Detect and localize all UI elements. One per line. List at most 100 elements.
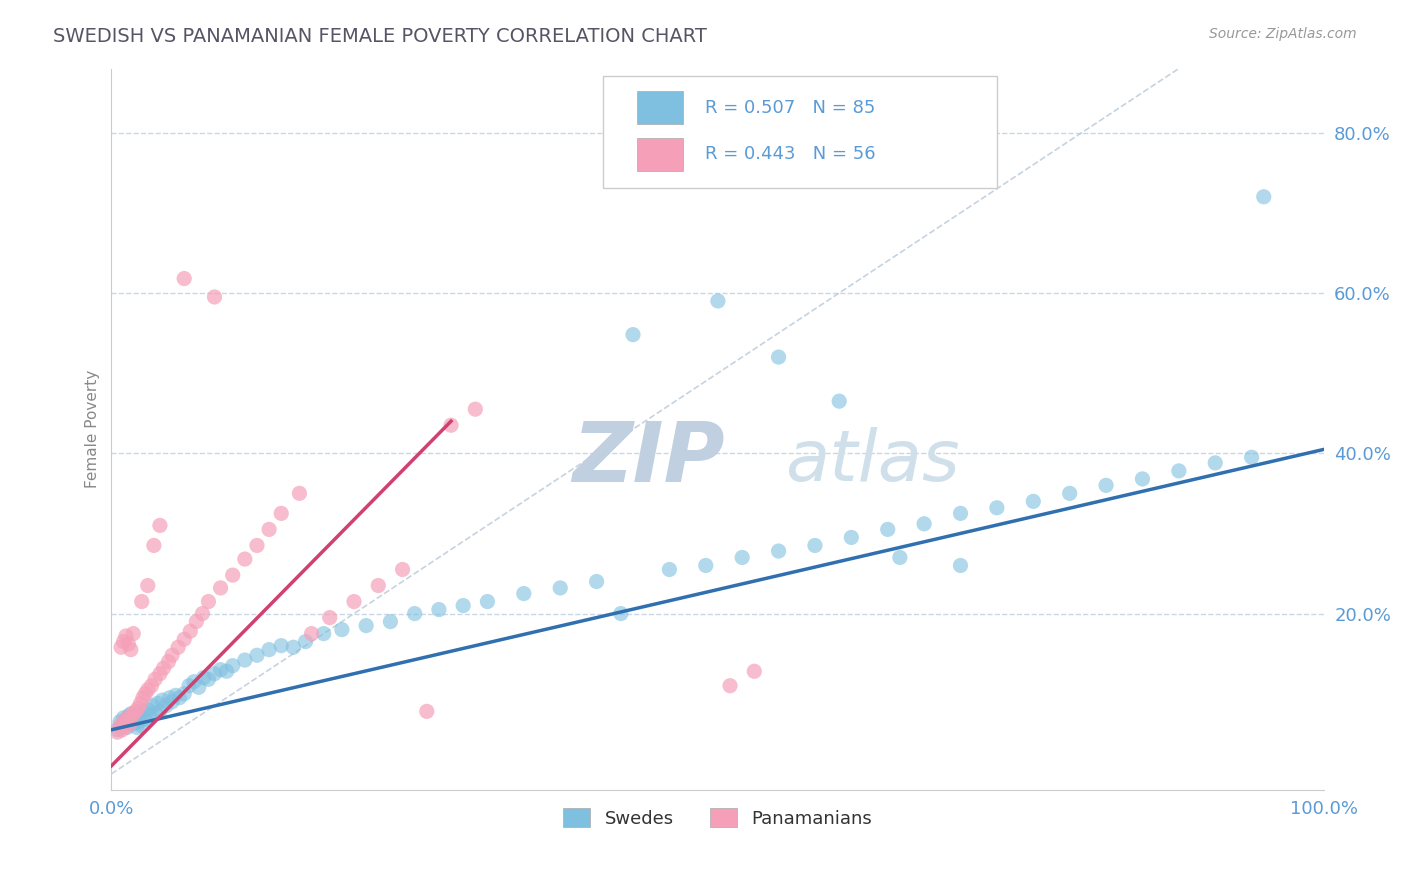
- Point: [159, 690, 181, 705]
- Point: [768, 350, 790, 364]
- Point: [124, 716, 146, 731]
- Point: [1204, 456, 1226, 470]
- Point: [742, 665, 765, 679]
- Point: [270, 507, 292, 521]
- Point: [354, 618, 377, 632]
- Point: [768, 544, 790, 558]
- Point: [828, 394, 851, 409]
- Point: [416, 704, 439, 718]
- Point: [112, 714, 135, 729]
- Point: [152, 661, 174, 675]
- Point: [621, 327, 644, 342]
- Point: [141, 679, 163, 693]
- Point: [197, 594, 219, 608]
- Point: [118, 717, 141, 731]
- Point: [110, 640, 132, 655]
- Text: R = 0.443   N = 56: R = 0.443 N = 56: [704, 145, 875, 163]
- Point: [134, 687, 156, 701]
- Point: [115, 712, 138, 726]
- FancyBboxPatch shape: [637, 91, 683, 124]
- Point: [136, 703, 159, 717]
- Point: [111, 723, 134, 737]
- Point: [107, 725, 129, 739]
- Point: [233, 653, 256, 667]
- Point: [124, 704, 146, 718]
- Point: [149, 518, 172, 533]
- Point: [108, 714, 131, 729]
- Point: [183, 674, 205, 689]
- FancyBboxPatch shape: [603, 76, 997, 187]
- Point: [149, 666, 172, 681]
- Point: [731, 550, 754, 565]
- Point: [114, 719, 136, 733]
- Point: [257, 523, 280, 537]
- Point: [112, 634, 135, 648]
- Point: [117, 637, 139, 651]
- Point: [132, 690, 155, 705]
- Point: [107, 723, 129, 737]
- Point: [343, 594, 366, 608]
- Point: [233, 552, 256, 566]
- Point: [477, 594, 499, 608]
- Text: SWEDISH VS PANAMANIAN FEMALE POVERTY CORRELATION CHART: SWEDISH VS PANAMANIAN FEMALE POVERTY COR…: [53, 27, 707, 45]
- Point: [912, 516, 935, 531]
- Point: [312, 626, 335, 640]
- Point: [136, 682, 159, 697]
- Point: [301, 626, 323, 640]
- Point: [115, 720, 138, 734]
- Point: [1132, 472, 1154, 486]
- Point: [146, 697, 169, 711]
- Point: [330, 623, 353, 637]
- Point: [209, 581, 232, 595]
- Point: [115, 629, 138, 643]
- Point: [695, 558, 717, 573]
- Point: [610, 607, 633, 621]
- Point: [173, 271, 195, 285]
- Point: [949, 558, 972, 573]
- Point: [120, 642, 142, 657]
- Point: [112, 711, 135, 725]
- Point: [120, 712, 142, 726]
- Point: [160, 648, 183, 663]
- Point: [118, 717, 141, 731]
- Point: [173, 632, 195, 647]
- Y-axis label: Female Poverty: Female Poverty: [86, 370, 100, 488]
- Point: [186, 615, 208, 629]
- Point: [391, 562, 413, 576]
- Point: [294, 634, 316, 648]
- Point: [125, 720, 148, 734]
- Point: [257, 642, 280, 657]
- Text: ZIP: ZIP: [572, 417, 725, 499]
- Point: [142, 698, 165, 713]
- Point: [128, 714, 150, 729]
- Legend: Swedes, Panamanians: Swedes, Panamanians: [557, 801, 880, 835]
- Point: [876, 523, 898, 537]
- Point: [134, 704, 156, 718]
- Point: [215, 665, 238, 679]
- Point: [222, 658, 245, 673]
- Point: [380, 615, 402, 629]
- Point: [288, 486, 311, 500]
- Point: [427, 602, 450, 616]
- Point: [157, 655, 180, 669]
- Point: [707, 293, 730, 308]
- Point: [114, 720, 136, 734]
- Point: [1059, 486, 1081, 500]
- Point: [1095, 478, 1118, 492]
- Point: [548, 581, 571, 595]
- Point: [167, 640, 190, 655]
- Point: [197, 673, 219, 687]
- Point: [464, 402, 486, 417]
- Point: [131, 594, 153, 608]
- Text: atlas: atlas: [785, 427, 959, 496]
- Text: R = 0.507   N = 85: R = 0.507 N = 85: [704, 99, 875, 117]
- Point: [173, 687, 195, 701]
- Point: [142, 538, 165, 552]
- Point: [187, 681, 209, 695]
- Point: [155, 698, 177, 713]
- Point: [160, 695, 183, 709]
- Point: [204, 290, 226, 304]
- Point: [131, 719, 153, 733]
- Point: [986, 500, 1008, 515]
- Point: [658, 562, 681, 576]
